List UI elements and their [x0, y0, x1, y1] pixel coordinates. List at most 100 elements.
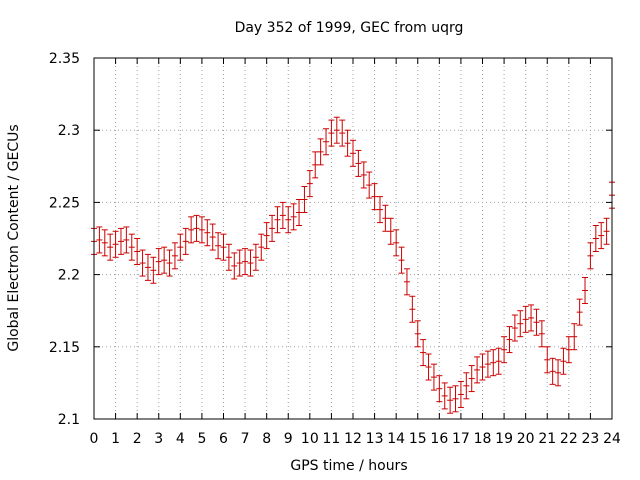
- data-point: [603, 217, 610, 245]
- data-point: [409, 295, 416, 323]
- data-point: [528, 304, 535, 332]
- data-point: [134, 238, 141, 265]
- data-point: [441, 382, 448, 410]
- data-point: [242, 248, 249, 276]
- data-point: [317, 138, 324, 166]
- x-tick-label: 19: [495, 431, 513, 447]
- data-point: [290, 203, 297, 231]
- x-tick-label: 9: [284, 431, 293, 447]
- x-tick-label: 1: [111, 431, 120, 447]
- data-point: [101, 229, 108, 257]
- data-point: [204, 219, 211, 247]
- x-axis-label: GPS time / hours: [290, 458, 407, 474]
- y-axis-label: Global Electron Content / GECUs: [6, 124, 22, 351]
- data-point: [258, 233, 265, 261]
- plot-frame: [93, 57, 613, 420]
- data-point: [447, 386, 454, 414]
- data-point: [360, 161, 367, 189]
- data-point: [139, 249, 146, 277]
- x-tick-label: 13: [366, 431, 384, 447]
- x-tick-label: 18: [474, 431, 492, 447]
- x-tick-label: 14: [387, 431, 405, 447]
- y-tick-label: 2.1: [58, 412, 80, 428]
- data-point: [312, 151, 319, 179]
- x-tick-label: 5: [197, 431, 206, 447]
- data-point: [333, 116, 340, 144]
- data-point: [269, 214, 276, 242]
- x-tick-label: 6: [219, 431, 228, 447]
- data-point: [430, 363, 437, 391]
- y-tick-label: 2.2: [58, 268, 80, 284]
- y-tick-label: 2.25: [49, 195, 80, 211]
- data-point: [279, 201, 286, 229]
- data-series: [91, 116, 615, 414]
- data-point: [123, 226, 130, 254]
- y-tick-label: 2.35: [49, 51, 80, 67]
- x-tick-label: 10: [301, 431, 319, 447]
- data-point: [263, 222, 270, 250]
- data-point: [355, 149, 362, 177]
- data-point: [182, 227, 189, 255]
- x-tick-label: 22: [560, 431, 578, 447]
- data-point: [463, 372, 470, 400]
- data-point: [96, 226, 103, 254]
- data-point: [220, 233, 227, 261]
- x-tick-label: 21: [538, 431, 556, 447]
- data-point: [414, 320, 421, 348]
- data-point: [301, 186, 308, 214]
- data-point: [425, 353, 432, 381]
- data-point: [490, 349, 497, 377]
- data-point: [198, 216, 205, 244]
- data-point: [382, 204, 389, 232]
- data-point: [565, 336, 572, 364]
- x-tick-label: 17: [452, 431, 470, 447]
- data-point: [366, 171, 373, 199]
- data-point: [236, 249, 243, 277]
- x-tick-label: 12: [344, 431, 362, 447]
- data-point: [592, 225, 599, 252]
- data-point: [225, 243, 232, 271]
- x-tick-label: 11: [323, 431, 341, 447]
- x-tick-label: 3: [154, 431, 163, 447]
- data-point: [247, 249, 254, 277]
- data-point: [495, 347, 502, 375]
- chart-title: Day 352 of 1999, GEC from uqrg: [235, 20, 464, 36]
- y-tick-label: 2.3: [58, 123, 80, 139]
- grid-lines: [94, 58, 612, 419]
- data-point: [501, 336, 508, 364]
- data-point: [371, 183, 378, 211]
- data-point: [457, 380, 464, 408]
- data-point: [274, 206, 281, 234]
- data-point: [188, 216, 195, 244]
- data-point: [155, 248, 162, 276]
- x-tick-label: 23: [582, 431, 600, 447]
- data-point: [587, 242, 594, 270]
- data-point: [177, 233, 184, 261]
- data-point: [376, 196, 383, 224]
- data-point: [403, 268, 410, 296]
- data-point: [107, 233, 114, 261]
- data-point: [171, 242, 178, 270]
- data-point: [506, 326, 513, 354]
- data-point: [128, 233, 135, 261]
- data-point: [598, 222, 605, 250]
- data-point: [560, 347, 567, 375]
- data-point: [144, 253, 151, 281]
- data-point: [209, 223, 216, 251]
- data-point: [231, 252, 238, 280]
- data-point: [479, 353, 486, 381]
- data-point: [252, 243, 259, 271]
- axis-ticks: 0 1 2 3 4 5 6 7 8 9 10 11 12 13 14 15 16 17 18 19 20 21 22 23 24…: [49, 51, 621, 447]
- data-point: [339, 119, 346, 147]
- x-tick-label: 24: [603, 431, 621, 447]
- data-point: [306, 170, 313, 198]
- data-point: [328, 119, 335, 147]
- data-point: [538, 320, 545, 348]
- data-point: [387, 217, 394, 245]
- x-tick-label: 7: [241, 431, 250, 447]
- data-point: [474, 356, 481, 384]
- data-point: [285, 206, 292, 234]
- data-point: [215, 232, 222, 260]
- data-point: [323, 128, 330, 156]
